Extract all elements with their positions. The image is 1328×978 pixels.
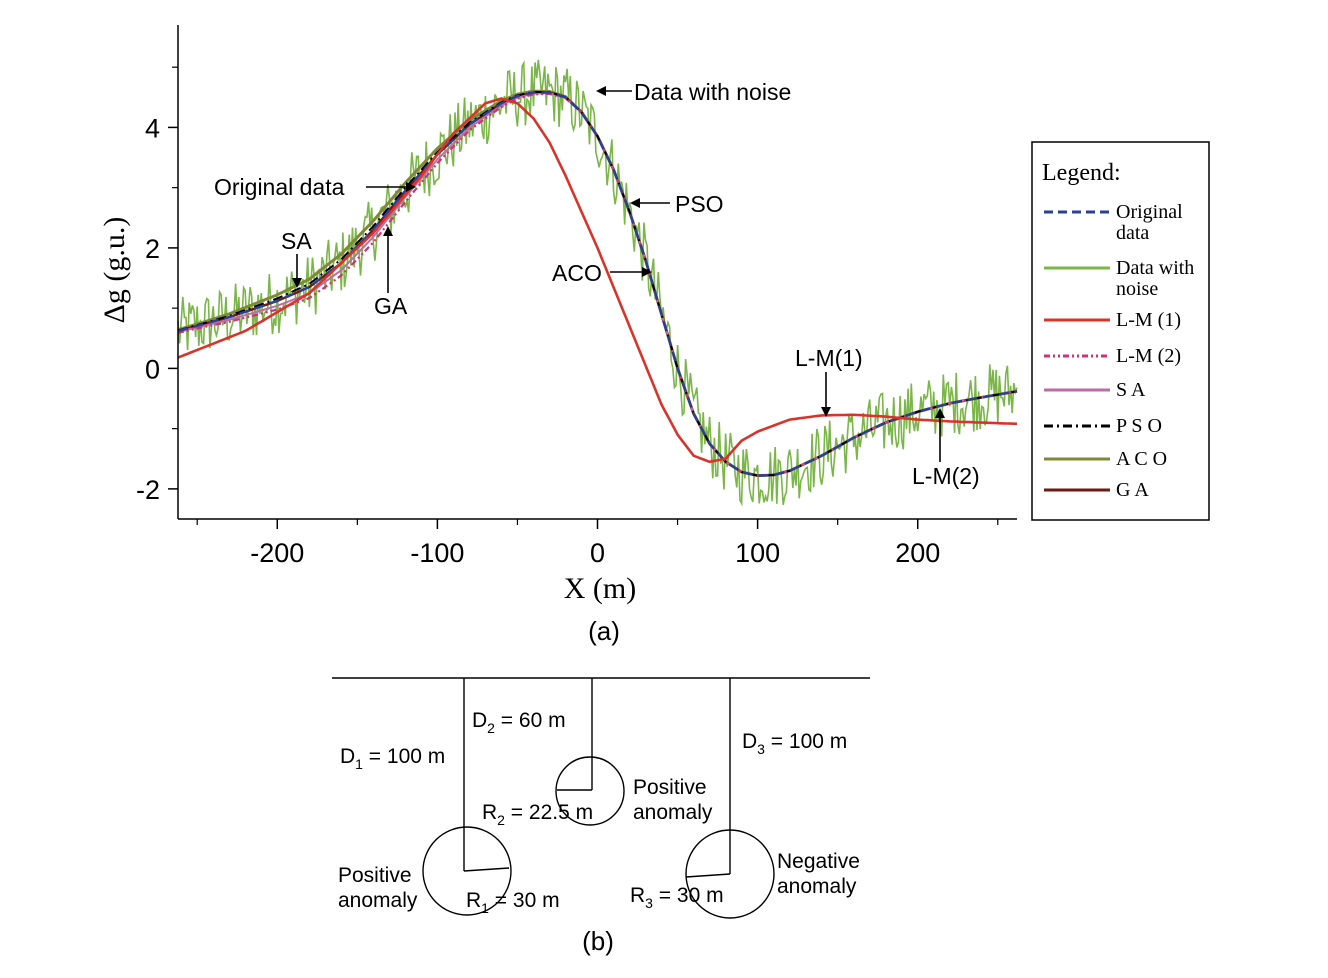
legend-label-pso: P S O	[1116, 415, 1162, 437]
r2-label: R2 = 22.5 m	[482, 801, 593, 828]
chart-ticks: -200 -100 0 100 200 -2 0 2 4	[136, 66, 999, 568]
d1-value: = 100 m	[363, 745, 445, 768]
annotation-label-lm1: L-M(1)	[795, 345, 863, 371]
sphere-2	[555, 756, 625, 826]
r1-letter: R	[466, 889, 481, 912]
d2-subscript: 2	[487, 720, 495, 736]
r3-letter: R	[630, 884, 645, 907]
positive-anomaly-2-line1: Positive	[633, 776, 707, 799]
caption-b: (b)	[582, 926, 614, 956]
d3-value: = 100 m	[765, 730, 847, 753]
annotation-label-aco: ACO	[552, 260, 602, 286]
legend-label-original-line2: data	[1116, 222, 1149, 244]
annotation-label-ga: GA	[374, 293, 408, 319]
r2-subscript: 2	[497, 812, 505, 828]
legend-label-noise-line2: noise	[1116, 278, 1158, 300]
d3-subscript: 3	[757, 741, 765, 757]
x-tick-label: -100	[410, 538, 464, 568]
r2-value: = 22.5 m	[505, 801, 593, 824]
legend-label-ga: G A	[1116, 479, 1149, 501]
annotation-label-sa: SA	[281, 228, 312, 254]
legend-label-noise: Data with	[1116, 257, 1194, 279]
legend-label-aco: A C O	[1116, 448, 1167, 470]
x-axis-label-main: X	[564, 572, 586, 605]
annotations	[296, 90, 941, 462]
r3-value: = 30 m	[653, 884, 724, 907]
caption-a: (a)	[588, 616, 620, 646]
positive-anomaly-1-line1: Positive	[338, 864, 412, 887]
r1-subscript: 1	[481, 900, 489, 916]
annotation-heads	[292, 86, 945, 418]
radius-line-1	[463, 867, 510, 872]
r3-subscript: 3	[645, 895, 653, 911]
arrowhead	[383, 226, 393, 236]
d2-letter: D	[472, 709, 487, 732]
line-chart: -200 -100 0 100 200 -2 0 2 4 Δg (g.u.) X (m) (a)…	[98, 25, 1018, 646]
arrowhead	[821, 407, 831, 417]
legend-title: Legend:	[1042, 160, 1121, 186]
legend-label-lm2: L-M (2)	[1116, 345, 1181, 367]
x-tick-label: 0	[590, 538, 605, 568]
d3-label: D3 = 100 m	[742, 730, 847, 757]
legend-label-sa: S A	[1116, 379, 1146, 401]
anomaly-diagram	[332, 677, 870, 919]
arrowhead	[642, 267, 652, 277]
y-tick-label: -2	[136, 475, 160, 505]
positive-anomaly-2-line2: anomaly	[633, 801, 713, 824]
negative-anomaly-line2: anomaly	[777, 875, 857, 898]
series-lm1	[177, 97, 1018, 464]
x-axis-label: X (m)	[564, 572, 637, 605]
legend-label-original: Original	[1116, 201, 1183, 223]
d1-subscript: 1	[355, 756, 363, 772]
x-tick-label: 200	[895, 538, 940, 568]
y-axis-label: Δg (g.u.)	[98, 217, 131, 324]
arrowhead	[630, 198, 640, 208]
chart-series-group	[177, 59, 1018, 507]
legend-label-lm1: L-M (1)	[1116, 309, 1181, 331]
diagram-labels: D1 = 100 m D2 = 60 m D3 = 100 m R1 = 30 …	[338, 709, 860, 956]
arrowhead	[292, 278, 302, 288]
annotation-label-lm2: L-M(2)	[912, 463, 980, 489]
y-tick-label: 2	[145, 234, 160, 264]
y-tick-label: 0	[145, 354, 160, 384]
r3-label: R3 = 30 m	[630, 884, 724, 911]
r2-letter: R	[482, 801, 497, 824]
series-original-data	[177, 91, 1018, 477]
arrowhead	[935, 408, 945, 418]
d1-letter: D	[340, 745, 355, 768]
annotation-label-noise: Data with noise	[634, 79, 791, 105]
x-axis-label-unit: (m)	[593, 572, 636, 605]
d3-letter: D	[742, 730, 757, 753]
d1-label: D1 = 100 m	[340, 745, 445, 772]
sphere-1	[422, 826, 512, 916]
d2-value: = 60 m	[495, 709, 566, 732]
sphere-3	[685, 829, 775, 919]
arrowhead	[596, 86, 606, 96]
r1-value: = 30 m	[489, 889, 560, 912]
radius-line-3	[685, 873, 731, 878]
r1-label: R1 = 30 m	[466, 889, 560, 916]
y-tick-label: 4	[145, 113, 160, 143]
annotation-label-pso: PSO	[675, 191, 724, 217]
arrowhead	[406, 182, 416, 192]
x-tick-label: 100	[735, 538, 780, 568]
annotation-label-original: Original data	[214, 174, 345, 200]
x-tick-label: -200	[250, 538, 304, 568]
legend-box	[1031, 141, 1210, 521]
d2-label: D2 = 60 m	[472, 709, 566, 736]
positive-anomaly-1-line2: anomaly	[338, 889, 418, 912]
negative-anomaly-line1: Negative	[777, 850, 860, 873]
